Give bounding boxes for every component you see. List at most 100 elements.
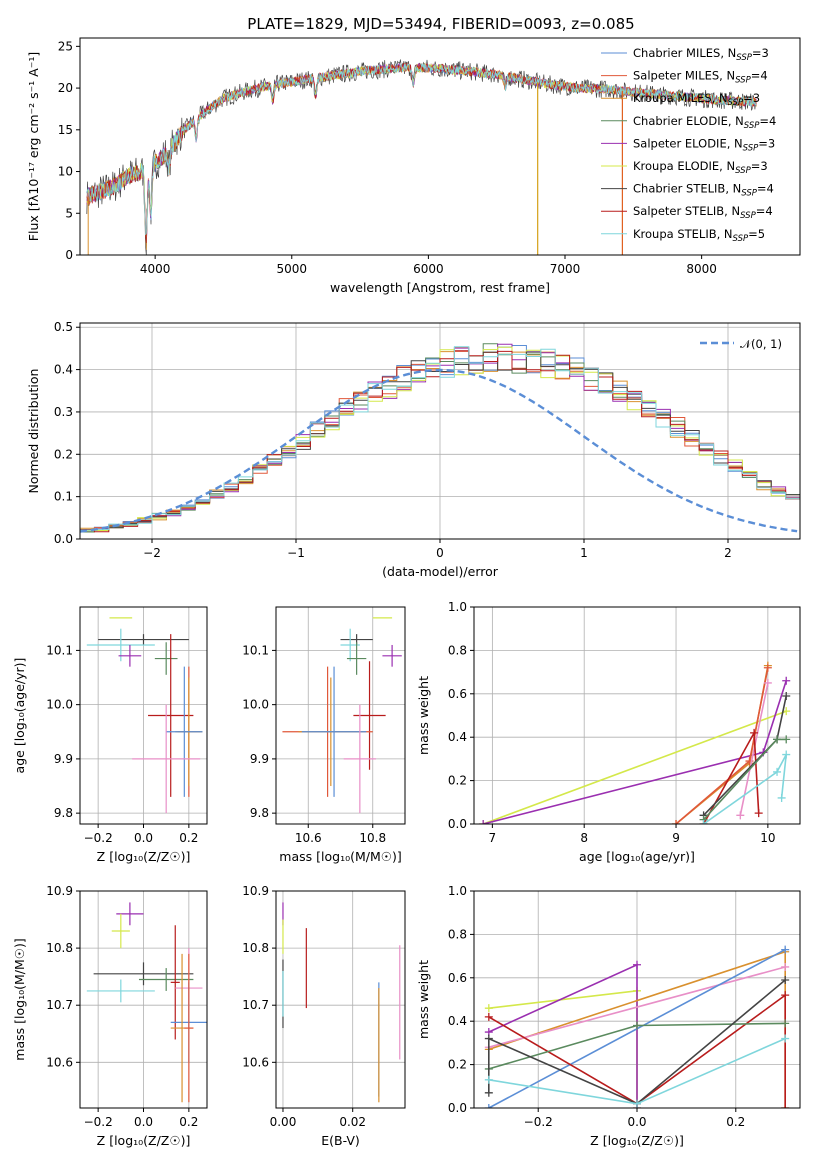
figure-title: PLATE=1829, MJD=53494, FIBERID=0093, z=0… bbox=[247, 15, 634, 33]
weight-marker bbox=[633, 960, 641, 969]
weight-marker bbox=[763, 678, 772, 687]
y-tick-label: 10.8 bbox=[46, 941, 73, 955]
y-tick-label: 9.9 bbox=[54, 752, 73, 766]
weight-marker bbox=[781, 1034, 790, 1043]
spectrum-line bbox=[86, 62, 757, 235]
x-tick-label: 10.6 bbox=[295, 831, 322, 845]
y-tick-label: 0.8 bbox=[448, 927, 467, 941]
weight-line bbox=[739, 682, 769, 816]
weight-line bbox=[483, 680, 787, 824]
axes-frame bbox=[275, 890, 406, 1109]
weight-marker bbox=[699, 820, 708, 824]
weight-line bbox=[488, 993, 786, 1108]
weight-marker bbox=[781, 1019, 790, 1028]
y-axis-label: mass weight bbox=[416, 960, 431, 1039]
x-tick-label: 0.2 bbox=[726, 1115, 745, 1129]
weight-marker bbox=[782, 750, 791, 759]
y-tick-label: 5 bbox=[65, 206, 73, 220]
y-tick-label: 9.8 bbox=[250, 806, 269, 820]
legend-entry: Salpeter MILES, NSSP=4 bbox=[633, 69, 768, 86]
x-tick-label: 10 bbox=[760, 831, 775, 845]
weight_vs_Z-frame-group: −0.2 0.0 0.2 0.0 0.2 0.4 0.6 0.8 1.0 Z [log₁₀(Z/Z… bbox=[416, 884, 801, 1148]
y-tick-label: 0.4 bbox=[54, 363, 73, 377]
weight-marker bbox=[781, 962, 790, 971]
weight-marker bbox=[754, 809, 763, 818]
legend-entry: Kroupa STELIB, NSSP=5 bbox=[633, 227, 765, 244]
weight-marker bbox=[777, 793, 786, 802]
data-point bbox=[86, 979, 155, 1003]
weight-marker bbox=[479, 820, 488, 824]
data-point bbox=[118, 644, 142, 667]
y-tick-label: 0.5 bbox=[54, 320, 73, 334]
weight-marker bbox=[736, 811, 745, 820]
x-tick-label: 9 bbox=[672, 831, 680, 845]
residuals-frame-group: −2 −1 0 1 2 0.0 0.1 0.2 0.3 0.4 0.5 (data-model)/er… bbox=[26, 320, 801, 579]
axes-frame bbox=[473, 606, 801, 825]
y-tick-label: 0.6 bbox=[448, 687, 467, 701]
mass_vs_Z-plot-area bbox=[86, 902, 207, 1103]
y-tick-label: 0.3 bbox=[54, 405, 73, 419]
mass_vs_EBV-plot-area bbox=[282, 902, 401, 1103]
x-axis-label: (data-model)/error bbox=[382, 564, 499, 579]
y-tick-label: 10.6 bbox=[46, 1055, 73, 1069]
weight-marker bbox=[773, 735, 782, 744]
weight-line bbox=[703, 738, 787, 821]
spectrum-line bbox=[86, 59, 757, 255]
weight-marker bbox=[484, 1075, 493, 1084]
y-tick-label: 9.8 bbox=[54, 806, 73, 820]
x-tick-label: 0.0 bbox=[134, 831, 153, 845]
weight-marker bbox=[781, 991, 790, 1000]
spectrum-legend: Chabrier MILES, NSSP=3 Salpeter MILES, NS… bbox=[601, 46, 776, 244]
y-tick-label: 10.1 bbox=[242, 643, 269, 657]
x-tick-label: 8 bbox=[580, 831, 588, 845]
x-tick-label: 4000 bbox=[140, 262, 171, 276]
weight-marker bbox=[781, 975, 790, 984]
weight-marker bbox=[763, 663, 772, 672]
residuals-plot-area bbox=[80, 343, 800, 533]
y-axis-label: mass [log₁₀(M/M☉)] bbox=[12, 938, 27, 1060]
x-axis-label: mass [log₁₀(M/M☉)] bbox=[279, 849, 401, 864]
spectrum-frame-group: 4000 5000 6000 7000 8000 0 5 10 15 20 25 wavelength… bbox=[26, 37, 801, 295]
mass_vs_EBV-frame-group: 0.00 0.02 10.6 10.7 10.8 10.9 E(B-V) bbox=[242, 884, 406, 1148]
age_vs_mass-frame-group: 10.6 10.8 9.8 9.9 10.0 10.1 mass [log₁₀(M/M☉)] bbox=[242, 606, 406, 864]
data-point bbox=[132, 704, 201, 814]
weight-marker bbox=[672, 820, 681, 824]
y-tick-label: 10.9 bbox=[46, 884, 73, 898]
data-point bbox=[148, 634, 194, 797]
legend-entry: 𝒩(0, 1) bbox=[740, 337, 782, 351]
x-tick-label: 8000 bbox=[686, 262, 717, 276]
y-tick-label: 9.9 bbox=[250, 752, 269, 766]
x-tick-label: 10.8 bbox=[359, 831, 386, 845]
y-tick-label: 10.8 bbox=[242, 941, 269, 955]
y-tick-label: 1.0 bbox=[448, 600, 467, 614]
x-axis-label: E(B-V) bbox=[321, 1133, 360, 1148]
legend-entry: Kroupa MILES, NSSP=3 bbox=[633, 91, 760, 108]
y-tick-label: 0.0 bbox=[448, 817, 467, 831]
weight_vs_age-axes: 7 8 9 10 0.0 0.2 0.4 0.6 0.8 1.0 age [log₁₀(age/yr… bbox=[416, 600, 801, 864]
weight-line bbox=[488, 966, 786, 1048]
x-tick-label: 7 bbox=[489, 831, 497, 845]
legend-entry: Chabrier ELODIE, NSSP=4 bbox=[633, 114, 776, 131]
x-axis-label: age [log₁₀(age/yr)] bbox=[579, 849, 695, 864]
y-tick-label: 0.2 bbox=[448, 774, 467, 788]
spectrum-axes: 4000 5000 6000 7000 8000 0 5 10 15 20 25 wavelength… bbox=[26, 37, 801, 295]
spectrum-line bbox=[86, 62, 757, 244]
residuals-axes: −2 −1 0 1 2 0.0 0.1 0.2 0.3 0.4 0.5 (data-model)/er… bbox=[26, 320, 801, 579]
weight-marker bbox=[484, 1088, 493, 1097]
data-point bbox=[166, 666, 203, 797]
weight-marker bbox=[484, 1004, 493, 1013]
weight-marker bbox=[773, 767, 782, 776]
x-tick-label: 7000 bbox=[550, 262, 581, 276]
legend-entry: Salpeter ELODIE, NSSP=3 bbox=[633, 136, 775, 153]
y-axis-label: Normed distribution bbox=[26, 369, 41, 494]
data-point bbox=[184, 953, 194, 1103]
y-tick-label: 15 bbox=[58, 123, 73, 137]
x-tick-label: 0 bbox=[436, 546, 444, 560]
x-tick-label: 0.02 bbox=[339, 1115, 366, 1129]
y-tick-label: 1.0 bbox=[448, 884, 467, 898]
x-axis-label: Z [log₁₀(Z/Z☉)] bbox=[97, 849, 191, 864]
x-tick-label: −2 bbox=[143, 546, 161, 560]
y-tick-label: 0 bbox=[65, 248, 73, 262]
y-tick-label: 0.1 bbox=[54, 490, 73, 504]
